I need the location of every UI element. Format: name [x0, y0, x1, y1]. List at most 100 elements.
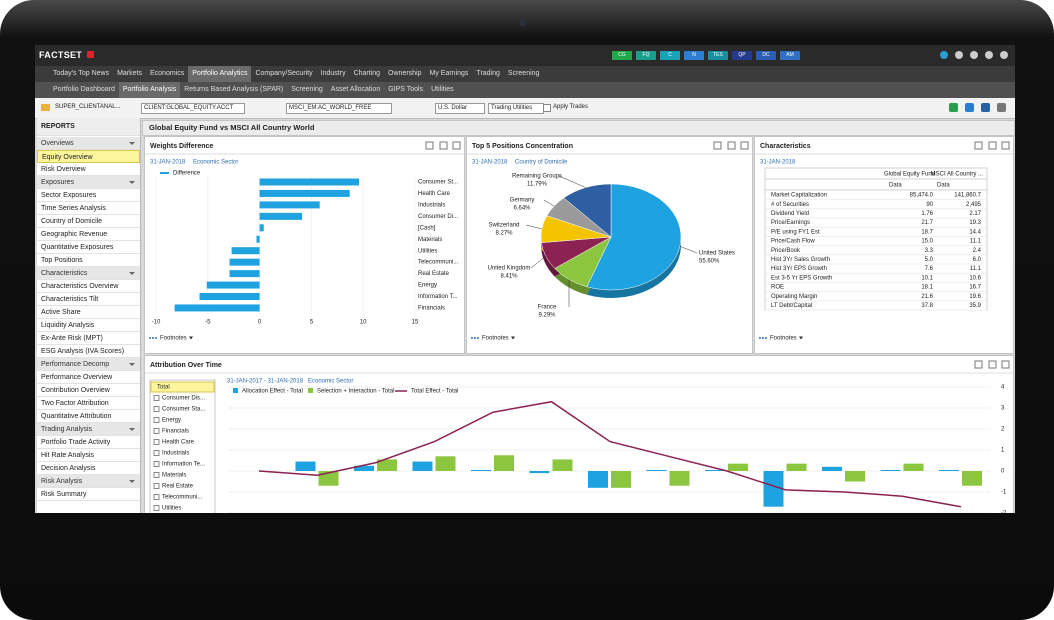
filter-box[interactable] — [154, 407, 159, 412]
tab[interactable]: Company/Security — [251, 66, 316, 82]
badge[interactable]: CG — [612, 51, 632, 60]
report-item[interactable]: Liquidity Analysis — [37, 319, 140, 332]
filter-box[interactable] — [154, 506, 159, 511]
report-item[interactable]: Two Factor Attribution — [37, 397, 140, 410]
action-icon[interactable] — [981, 103, 990, 112]
footnotes[interactable]: Footnotes — [482, 336, 509, 342]
group-header[interactable]: Risk Analysis — [37, 475, 140, 488]
tab[interactable]: Ownership — [384, 66, 425, 82]
report-item[interactable]: Quantitative Exposures — [37, 241, 140, 254]
filter-label[interactable]: Consumer Dis... — [162, 396, 205, 402]
filter-label[interactable]: Health Care — [162, 440, 195, 446]
filter-label[interactable]: Information Te... — [162, 462, 205, 468]
panel-icon[interactable] — [1002, 142, 1009, 149]
report-item[interactable]: Characteristics Tilt — [37, 293, 140, 306]
report-item[interactable]: Sector Exposures — [37, 189, 140, 202]
tab[interactable]: Economics — [146, 66, 188, 82]
tab[interactable]: My Earnings — [426, 66, 473, 82]
panel-icon[interactable] — [1002, 361, 1009, 368]
tab[interactable]: Portfolio Analytics — [188, 66, 251, 82]
report-item[interactable]: Contribution Overview — [37, 384, 140, 397]
panel-icon[interactable] — [975, 142, 982, 149]
group-header[interactable]: Performance Decomp — [37, 358, 140, 371]
action-icon[interactable] — [949, 103, 958, 112]
panel-icon[interactable] — [989, 361, 996, 368]
panel-icon[interactable] — [741, 142, 748, 149]
action-icon[interactable] — [997, 103, 1006, 112]
filter-box[interactable] — [154, 396, 159, 401]
report-item[interactable]: Geographic Revenue — [37, 228, 140, 241]
input-workspace[interactable]: SUPER_CLIENTANAL... — [53, 103, 135, 112]
tab[interactable]: Today's Top News — [49, 66, 113, 82]
panel-icon[interactable] — [714, 142, 721, 149]
report-item[interactable]: Decision Analysis — [37, 462, 140, 475]
filter-box[interactable] — [154, 484, 159, 489]
toolbar-icon[interactable] — [1000, 51, 1008, 59]
filter-box[interactable] — [154, 440, 159, 445]
toolbar-icon[interactable] — [985, 51, 993, 59]
tab[interactable]: Screening — [504, 66, 544, 82]
tab[interactable]: Screening — [287, 82, 327, 98]
tab[interactable]: Utilities — [427, 82, 458, 98]
badge[interactable]: AM — [780, 51, 800, 60]
filter-label[interactable]: Total — [157, 385, 170, 391]
filter-box[interactable] — [154, 462, 159, 467]
tab[interactable]: GIPS Tools — [384, 82, 427, 98]
group-header[interactable]: Characteristics — [37, 267, 140, 280]
panel-icon[interactable] — [975, 361, 982, 368]
filter-box[interactable] — [154, 473, 159, 478]
toolbar-icon[interactable] — [940, 51, 948, 59]
group-header[interactable]: Overviews — [37, 137, 140, 150]
filter-label[interactable]: Energy — [162, 418, 181, 424]
input-portfolio[interactable]: CLIENT:GLOBAL_EQUITY.ACCT — [141, 103, 245, 114]
badge[interactable]: FQ — [636, 51, 656, 60]
tab[interactable]: Trading — [472, 66, 503, 82]
footnotes[interactable]: Footnotes — [770, 336, 797, 342]
report-item[interactable]: Risk Summary — [37, 488, 140, 501]
report-item[interactable]: Quantitative Attribution — [37, 410, 140, 423]
footnotes[interactable]: Footnotes — [160, 336, 187, 342]
tab[interactable]: Industry — [317, 66, 350, 82]
report-item[interactable]: Active Share — [37, 306, 140, 319]
panel-icon[interactable] — [989, 142, 996, 149]
panel-icon[interactable] — [453, 142, 460, 149]
report-item[interactable]: Ex-Ante Risk (MPT) — [37, 332, 140, 345]
group-header[interactable]: Exposures — [37, 176, 140, 189]
input-currency[interactable]: U.S. Dollar — [435, 103, 485, 114]
tab[interactable]: Markets — [113, 66, 146, 82]
report-item[interactable]: Hit Rate Analysis — [37, 449, 140, 462]
report-item[interactable]: Top Positions — [37, 254, 140, 267]
filter-label[interactable]: Consumer Sta... — [162, 407, 206, 413]
badge[interactable]: DC — [756, 51, 776, 60]
report-item[interactable]: Portfolio Trade Activity — [37, 436, 140, 449]
report-item[interactable]: Country of Domicile — [37, 215, 140, 228]
tab[interactable]: Portfolio Dashboard — [49, 82, 119, 98]
report-item[interactable]: ESG Analysis (IVA Scores) — [37, 345, 140, 358]
filter-box[interactable] — [154, 418, 159, 423]
report-item[interactable]: Risk Overview — [37, 163, 140, 176]
group-header[interactable]: Trading Analysis — [37, 423, 140, 436]
input-benchmark[interactable]: MSCI_EM:AC_WORLD_FREE — [286, 103, 392, 114]
tab[interactable]: Portfolio Analysis — [119, 82, 180, 98]
badge[interactable]: C — [660, 51, 680, 60]
filter-label[interactable]: Telecommuni... — [162, 495, 203, 501]
filter-box[interactable] — [154, 451, 159, 456]
tab[interactable]: Asset Allocation — [327, 82, 384, 98]
action-icon[interactable] — [965, 103, 974, 112]
filter-label[interactable]: Financials — [162, 429, 189, 435]
report-item[interactable]: Time Series Analysis — [37, 202, 140, 215]
report-item[interactable]: Equity Overview — [37, 150, 140, 163]
badge[interactable]: QP — [732, 51, 752, 60]
filter-label[interactable]: Real Estate — [162, 484, 194, 490]
badge[interactable]: TES — [708, 51, 728, 60]
report-item[interactable]: Characteristics Overview — [37, 280, 140, 293]
tab[interactable]: Returns Based Analysis (SPAR) — [180, 82, 287, 98]
badge[interactable]: N — [684, 51, 704, 60]
filter-label[interactable]: Materials — [162, 473, 186, 479]
panel-icon[interactable] — [426, 142, 433, 149]
filter-box[interactable] — [154, 429, 159, 434]
panel-icon[interactable] — [728, 142, 735, 149]
toolbar-icon[interactable] — [955, 51, 963, 59]
filter-label[interactable]: Industrials — [162, 451, 189, 457]
input-trading[interactable]: Trading Utilities — [488, 103, 544, 114]
